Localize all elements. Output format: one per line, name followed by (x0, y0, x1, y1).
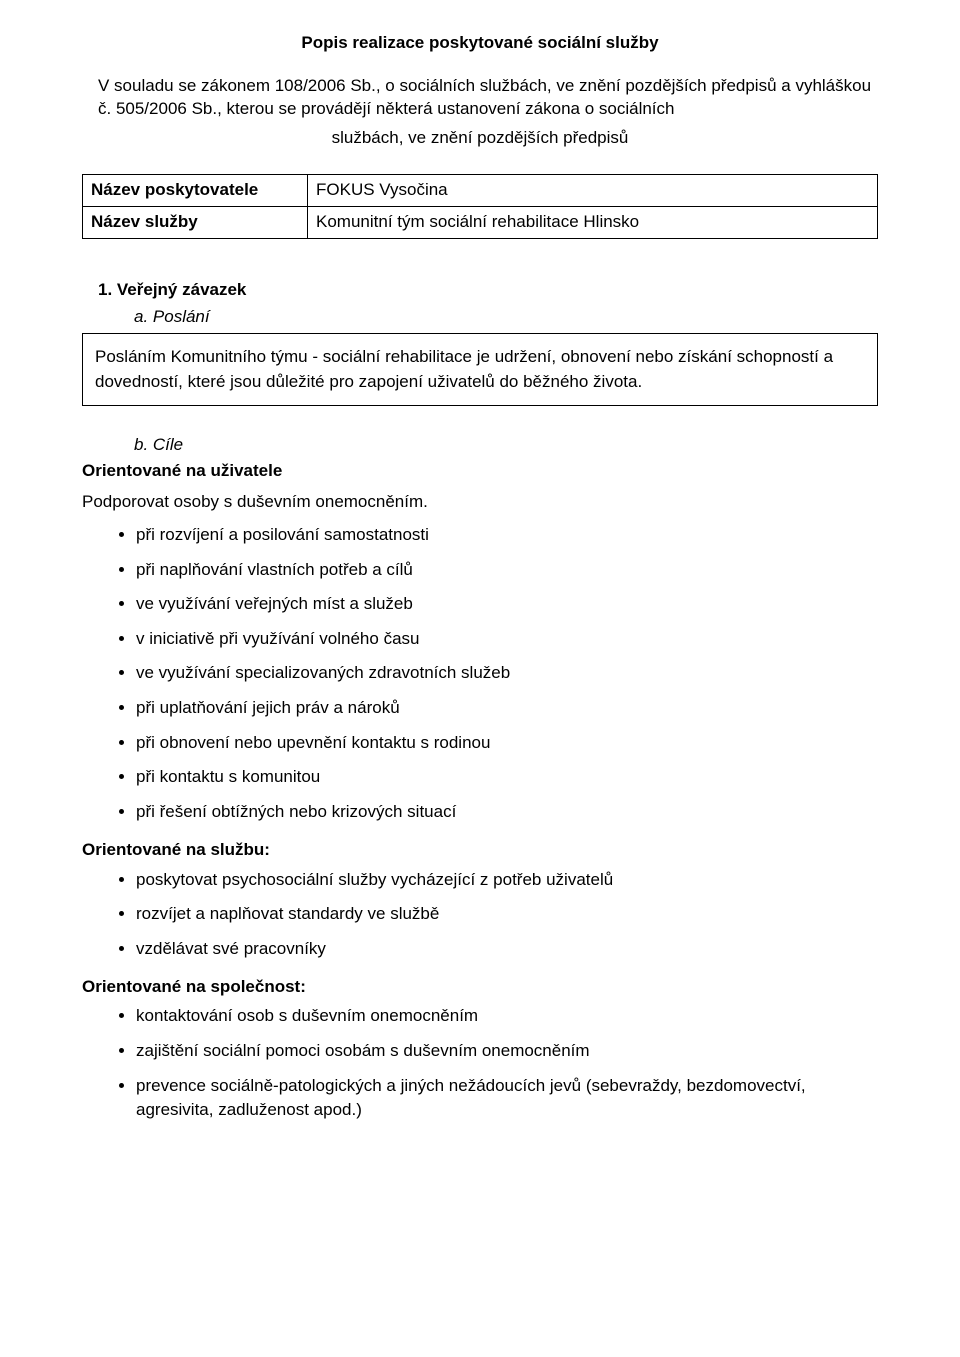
list-item: v iniciativě při využívání volného času (136, 627, 878, 652)
list-item: prevence sociálně-patologických a jiných… (136, 1074, 878, 1123)
oriented-service-list: poskytovat psychosociální služby vycháze… (82, 868, 878, 962)
intro-text-1: V souladu se zákonem 108/2006 Sb., o soc… (98, 76, 871, 118)
list-item: ve využívání veřejných míst a služeb (136, 592, 878, 617)
list-item: při naplňování vlastních potřeb a cílů (136, 558, 878, 583)
oriented-user-heading: Orientované na uživatele (82, 460, 878, 483)
intro-line: V souladu se zákonem 108/2006 Sb., o soc… (82, 75, 878, 121)
service-label: Název služby (83, 206, 308, 238)
list-item: ve využívání specializovaných zdravotníc… (136, 661, 878, 686)
page-title: Popis realizace poskytované sociální slu… (82, 32, 878, 55)
oriented-user-lead: Podporovat osoby s duševním onemocněním. (82, 489, 878, 515)
subsection-b-label: b. Cíle (134, 434, 878, 457)
list-item: při řešení obtížných nebo krizových situ… (136, 800, 878, 825)
subsection-a-label: a. Poslání (134, 306, 878, 329)
oriented-society-heading: Orientované na společnost: (82, 976, 878, 999)
oriented-service-heading: Orientované na službu: (82, 839, 878, 862)
list-item: rozvíjet a naplňovat standardy ve službě (136, 902, 878, 927)
table-row: Název služby Komunitní tým sociální reha… (83, 206, 878, 238)
service-value: Komunitní tým sociální rehabilitace Hlin… (308, 206, 878, 238)
list-item: při obnovení nebo upevnění kontaktu s ro… (136, 731, 878, 756)
mission-box: Posláním Komunitního týmu - sociální reh… (82, 333, 878, 406)
list-item: při rozvíjení a posilování samostatnosti (136, 523, 878, 548)
list-item: při kontaktu s komunitou (136, 765, 878, 790)
provider-label: Název poskytovatele (83, 174, 308, 206)
mission-text: Posláním Komunitního týmu - sociální reh… (95, 344, 865, 395)
intro-text-2: službách, ve znění pozdějších předpisů (332, 128, 629, 147)
intro-line-2: službách, ve znění pozdějších předpisů (82, 127, 878, 150)
table-row: Název poskytovatele FOKUS Vysočina (83, 174, 878, 206)
oriented-society-list: kontaktování osob s duševním onemocněním… (82, 1004, 878, 1123)
list-item: vzdělávat své pracovníky (136, 937, 878, 962)
oriented-user-list: při rozvíjení a posilování samostatnosti… (82, 523, 878, 825)
provider-value: FOKUS Vysočina (308, 174, 878, 206)
list-item: při uplatňování jejich práv a nároků (136, 696, 878, 721)
list-item: poskytovat psychosociální služby vycháze… (136, 868, 878, 893)
list-item: zajištění sociální pomoci osobám s dušev… (136, 1039, 878, 1064)
info-table: Název poskytovatele FOKUS Vysočina Název… (82, 174, 878, 239)
document-page: Popis realizace poskytované sociální slu… (0, 0, 960, 1357)
list-item: kontaktování osob s duševním onemocněním (136, 1004, 878, 1029)
section-1-heading: 1. Veřejný závazek (98, 279, 878, 302)
